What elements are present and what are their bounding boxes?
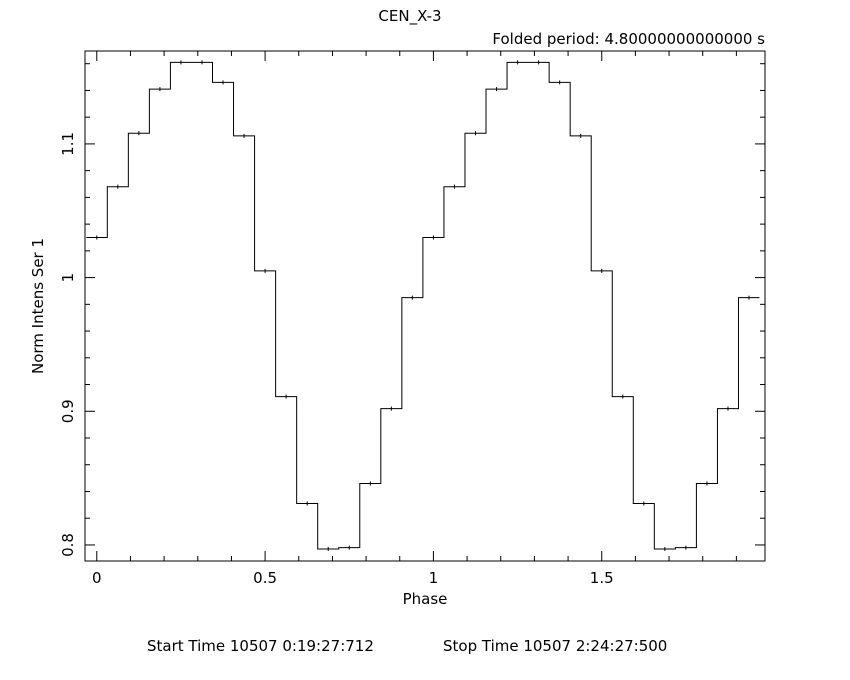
x-tick-label: 1: [429, 569, 439, 587]
series-step-line: [86, 61, 760, 550]
y-tick-label: 0.9: [59, 399, 77, 423]
y-tick-label: 0.8: [59, 533, 77, 557]
x-tick-label: 1.5: [590, 569, 614, 587]
data-marks: [86, 60, 760, 551]
stop-time-label: Stop Time 10507 2:24:27:500: [443, 637, 667, 655]
chart-title: CEN_X-3: [378, 7, 441, 26]
y-tick-label: 1: [59, 273, 77, 283]
start-time-label: Start Time 10507 0:19:27:712: [147, 637, 374, 655]
x-tick-label: 0.5: [253, 569, 277, 587]
x-tick-label: 0: [92, 569, 102, 587]
x-axis-label: Phase: [403, 590, 448, 608]
chart-subtitle: Folded period: 4.80000000000000 s: [492, 30, 765, 48]
y-tick-label: 1.1: [59, 132, 77, 156]
y-axis-label: Norm Intens Ser 1: [29, 238, 47, 374]
plot-frame: [84, 50, 766, 562]
axis-ticks: 0 0.5 1 1.5 0.8 0.9 1 1.1: [59, 51, 765, 587]
